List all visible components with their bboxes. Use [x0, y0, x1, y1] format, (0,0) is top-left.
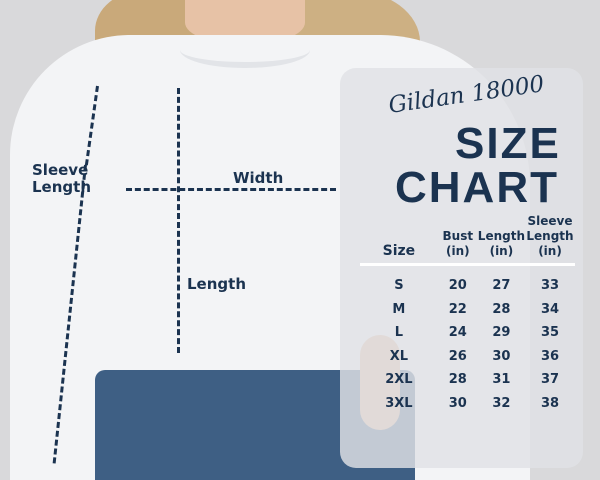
header-size: Size — [360, 214, 438, 266]
sleeve-cell: 34 — [540, 301, 560, 317]
header-length: Length (in) — [477, 214, 525, 266]
sleeve-cell: 38 — [540, 395, 560, 411]
size-table: Size Bust (in) Length (in) Sleeve Length… — [360, 214, 575, 415]
sleeve-cell: 37 — [540, 372, 560, 388]
bust-cell: 28 — [448, 372, 467, 388]
length-cell: 30 — [492, 348, 511, 364]
width-measure-line — [126, 188, 336, 191]
bust-cell: 20 — [448, 278, 467, 294]
chart-title: CHART — [395, 163, 559, 212]
table-row: XL 26 30 36 — [360, 345, 575, 369]
bust-cell: 26 — [448, 348, 467, 364]
width-label: Width — [233, 169, 284, 187]
table-row: L 24 29 35 — [360, 321, 575, 345]
bust-cell: 24 — [448, 325, 467, 341]
collar — [180, 32, 310, 68]
header-bust: Bust (in) — [437, 214, 478, 266]
length-measure-line — [177, 88, 180, 353]
sleeve-cell: 35 — [540, 325, 560, 341]
table-row: 3XL 30 32 38 — [360, 392, 575, 416]
bust-cell: 22 — [448, 301, 467, 317]
header-sleeve: Sleeve Length (in) — [525, 214, 575, 266]
length-cell: 32 — [492, 395, 511, 411]
bust-cell: 30 — [448, 395, 467, 411]
size-cell: S — [394, 278, 404, 294]
table-row: S 20 27 33 — [360, 265, 575, 298]
sleeve-length-label: Sleeve Length — [32, 161, 91, 196]
length-cell: 28 — [492, 301, 511, 317]
size-chart-panel — [340, 68, 583, 468]
size-cell: 3XL — [385, 395, 413, 411]
length-cell: 27 — [492, 278, 511, 294]
length-cell: 29 — [492, 325, 511, 341]
size-cell: L — [394, 325, 404, 341]
table-row: 2XL 28 31 37 — [360, 368, 575, 392]
size-cell: M — [392, 301, 406, 317]
sleeve-cell: 36 — [540, 348, 560, 364]
size-cell: 2XL — [385, 372, 413, 388]
length-label: Length — [187, 275, 246, 293]
table-row: M 22 28 34 — [360, 298, 575, 322]
size-cell: XL — [389, 348, 409, 364]
size-title: SIZE — [455, 119, 561, 168]
sleeve-cell: 33 — [540, 278, 560, 294]
length-cell: 31 — [492, 372, 511, 388]
